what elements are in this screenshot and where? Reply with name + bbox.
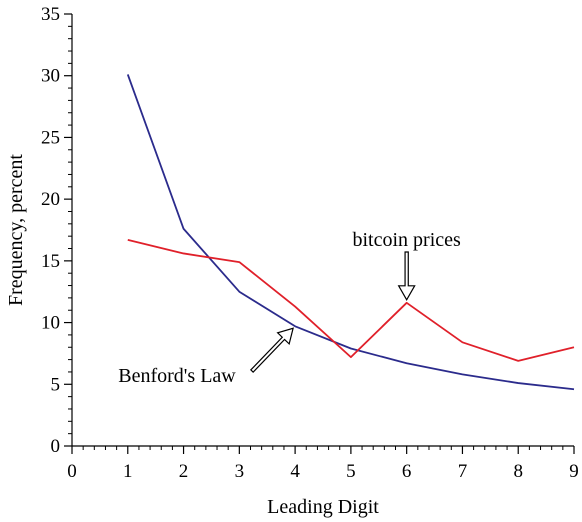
bitcoin-prices-arrow	[397, 251, 416, 302]
x-axis-title: Leading Digit	[267, 496, 379, 518]
y-tick-label: 10	[41, 313, 60, 334]
x-tick-label: 6	[402, 461, 412, 482]
annotation-layer: bitcoin prices Benford's Law	[118, 229, 461, 387]
x-tick-label: 7	[458, 461, 468, 482]
y-tick-label: 5	[51, 374, 61, 395]
x-tick-label: 8	[513, 461, 523, 482]
x-tick-label: 1	[123, 461, 133, 482]
bitcoin-prices-label: bitcoin prices	[353, 229, 462, 251]
x-tick-label: 0	[67, 461, 77, 482]
x-tick-label: 5	[346, 461, 356, 482]
y-tick-label: 20	[41, 189, 60, 210]
benford-s-law-line	[126, 74, 575, 391]
benfords-law-label: Benford's Law	[118, 365, 236, 387]
x-tick-label: 4	[290, 461, 300, 482]
y-tick-label: 35	[41, 4, 60, 25]
x-tick-label: 3	[235, 461, 245, 482]
y-tick-label: 30	[41, 66, 60, 87]
benfords-law-arrow	[249, 327, 294, 373]
y-tick-label: 0	[51, 436, 61, 457]
series-layer	[126, 74, 575, 391]
chart-axes: 0 5 10 15 20 25 30 35 0 1 2 3 4 5 6 7 8 9	[41, 4, 579, 482]
x-tick-label: 2	[179, 461, 189, 482]
bitcoin-prices-line	[127, 238, 575, 362]
y-axis-title: Frequency, percent	[5, 154, 27, 306]
y-tick-label: 25	[41, 127, 60, 148]
x-tick-label: 9	[569, 461, 579, 482]
y-tick-label: 15	[41, 251, 60, 272]
